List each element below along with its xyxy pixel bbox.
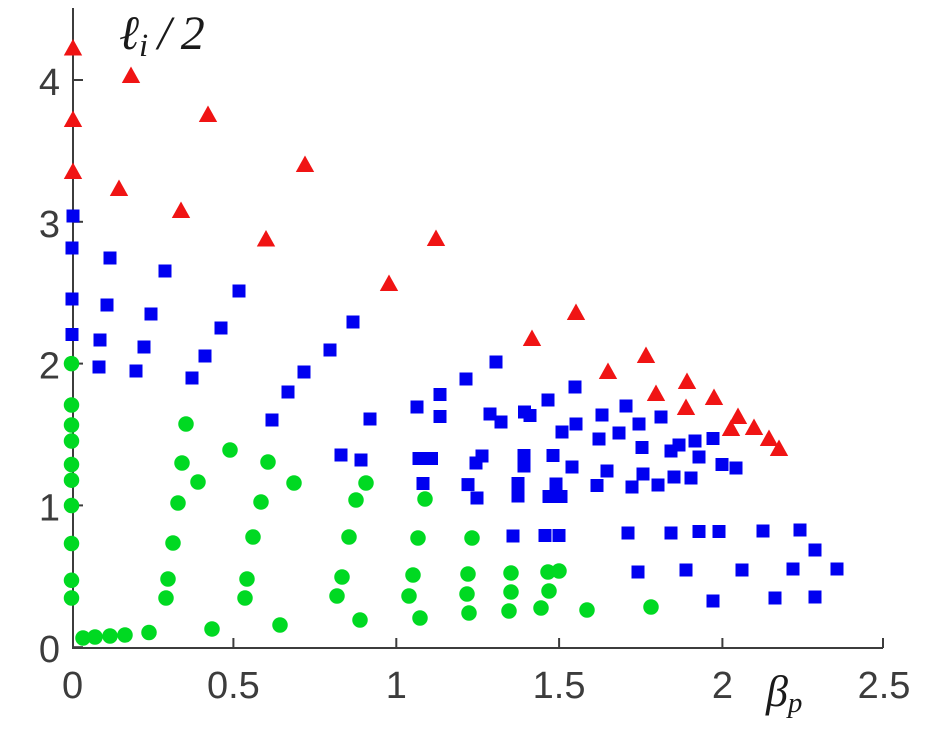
svg-text:3: 3: [39, 204, 60, 246]
svg-text:0.5: 0.5: [207, 665, 260, 707]
svg-text:0: 0: [62, 665, 83, 707]
svg-text:1: 1: [386, 665, 407, 707]
svg-text:0: 0: [39, 629, 60, 671]
svg-text:2.5: 2.5: [858, 665, 911, 707]
svg-text:1: 1: [39, 487, 60, 529]
svg-text:ℓi / 2: ℓi / 2: [119, 7, 205, 64]
svg-text:1.5: 1.5: [533, 665, 586, 707]
svg-text:2: 2: [39, 346, 60, 388]
svg-text:4: 4: [39, 62, 60, 104]
svg-text:2: 2: [712, 665, 733, 707]
